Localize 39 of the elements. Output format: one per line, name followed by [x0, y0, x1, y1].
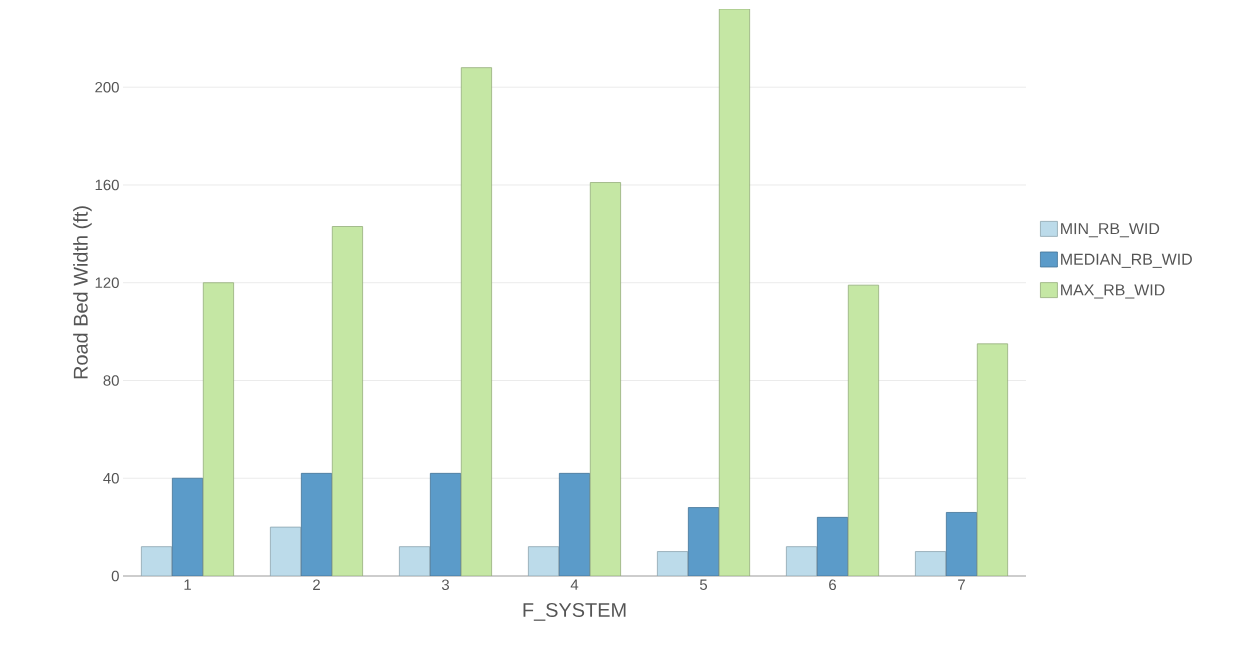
bar	[202, 282, 235, 576]
bar	[331, 226, 364, 576]
bar	[300, 472, 333, 576]
bar	[976, 343, 1009, 576]
bar	[171, 477, 204, 576]
bar	[429, 472, 462, 576]
bar	[718, 8, 751, 576]
bar	[847, 284, 880, 576]
bar	[558, 472, 591, 576]
bar	[460, 67, 493, 576]
legend-label: MEDIAN_RB_WID	[1061, 253, 1192, 268]
y-tick-label: 160	[95, 179, 119, 191]
bar	[816, 516, 849, 576]
bar	[398, 546, 431, 576]
x-tick-label: 6	[829, 579, 837, 591]
x-axis-title: F_SYSTEM	[523, 602, 626, 621]
x-tick-label: 2	[313, 579, 320, 590]
x-tick-label: 5	[699, 579, 708, 590]
y-tick-label: 120	[95, 277, 119, 289]
bar	[945, 512, 978, 576]
x-tick-label: 3	[441, 579, 449, 591]
y-tick-label: 0	[111, 570, 119, 582]
x-tick-label: 4	[570, 579, 579, 590]
y-tick-label: 200	[95, 81, 119, 93]
bar	[687, 507, 720, 576]
bar	[140, 546, 173, 576]
bar	[269, 526, 302, 576]
y-tick-label: 40	[103, 472, 119, 484]
bar	[589, 182, 622, 576]
x-tick-label: 1	[184, 579, 191, 590]
legend-label: MIN_RB_WID	[1061, 223, 1160, 238]
y-axis-title: Road Bed Width (ft)	[73, 206, 92, 379]
bar	[914, 551, 947, 576]
legend-label: MAX_RB_WID	[1061, 284, 1165, 299]
y-tick-label: 80	[103, 375, 119, 386]
bar	[656, 551, 689, 576]
bar	[785, 546, 818, 576]
x-tick-label: 7	[958, 579, 965, 590]
bar	[527, 546, 560, 576]
